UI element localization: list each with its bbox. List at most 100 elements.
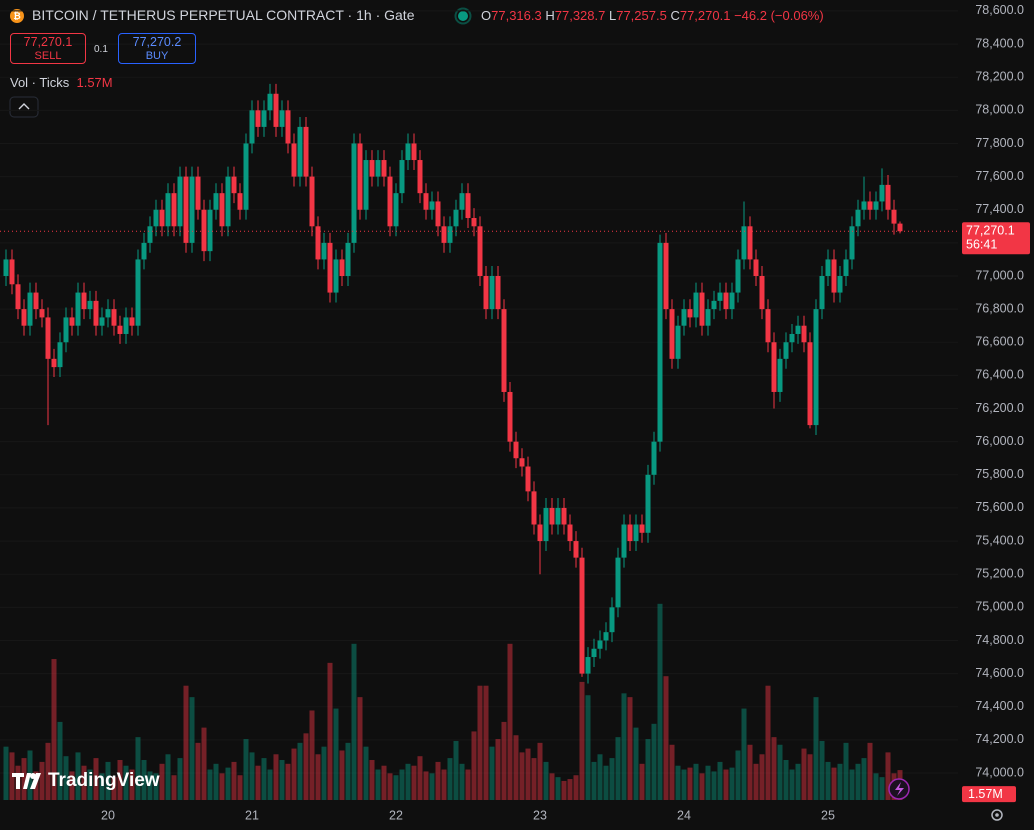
candle-body (237, 193, 243, 210)
volume-bar (213, 763, 219, 800)
volume-bar (807, 754, 813, 800)
coin-glyph: ₿ (13, 11, 20, 21)
candle-body (513, 441, 519, 459)
candle-body (687, 309, 693, 318)
volume-bar (459, 763, 465, 800)
candle-body (495, 275, 501, 310)
y-tick-label: 76,800.0 (975, 301, 1024, 315)
candle-body (717, 292, 723, 301)
candle-body (243, 143, 249, 210)
volume-bar (339, 750, 345, 800)
volume-bar (645, 739, 651, 800)
change: −46.2 (−0.06%) (734, 8, 824, 23)
ohlc-legend: O77,316.3 H77,328.7 L77,257.5 C77,270.1 … (481, 8, 824, 23)
collapse-button[interactable] (9, 96, 39, 118)
volume-bar (753, 763, 759, 800)
y-tick-label: 78,400.0 (975, 36, 1024, 50)
volume-bar (573, 775, 579, 800)
candle-body (471, 218, 477, 227)
candle-body (399, 160, 405, 194)
collapse-chevron (18, 103, 30, 110)
candle-body (219, 193, 225, 227)
y-tick-label: 77,800.0 (975, 136, 1024, 150)
candle-body (333, 259, 339, 293)
candle-body (165, 193, 171, 227)
candle-body (117, 325, 123, 334)
volume-bar (669, 744, 675, 800)
volume-bar (777, 744, 783, 800)
candle-body (231, 176, 237, 194)
candle-body (411, 143, 417, 161)
volume-bar (177, 758, 183, 800)
volume-bar (345, 742, 351, 800)
volume-bar (663, 676, 669, 800)
candle-body (33, 292, 39, 310)
volume-bar (483, 685, 489, 800)
volume-bar (279, 760, 285, 800)
candle-body (369, 160, 375, 177)
candle-body (123, 317, 129, 334)
volume-bar (543, 761, 549, 800)
candle-body (525, 466, 531, 492)
sell-button[interactable]: 77,270.1 SELL (10, 33, 86, 64)
buy-button[interactable]: 77,270.2 BUY (118, 33, 196, 64)
volume-bar (507, 643, 513, 800)
volume-bar (735, 750, 741, 800)
candle-body (309, 176, 315, 227)
candle-body (303, 126, 309, 177)
ohlc-key: L (608, 8, 617, 23)
ohlc-key: H (545, 8, 555, 23)
countdown: 56:41 (966, 238, 997, 252)
candle-body (93, 300, 99, 326)
volume-bar (627, 697, 633, 800)
volume-bar (843, 742, 849, 800)
candle-body (189, 176, 195, 243)
candle-body (207, 209, 213, 252)
y-tick-label: 78,600.0 (975, 3, 1024, 17)
candle-body (609, 607, 615, 633)
candle-body (783, 342, 789, 359)
candle-body (261, 110, 267, 127)
buy-label: BUY (145, 50, 169, 62)
candle-body (663, 242, 669, 310)
candle-body (423, 193, 429, 210)
candle-body (105, 309, 111, 318)
volume-bar (537, 742, 543, 800)
volume-bar (555, 777, 561, 800)
volume-bar (375, 769, 381, 800)
y-tick-label: 74,800.0 (975, 633, 1024, 647)
volume-bar (747, 744, 753, 800)
volume-bar (153, 773, 159, 800)
candle-body (345, 242, 351, 276)
candle-body (147, 226, 153, 243)
volume-bar (165, 754, 171, 800)
candle-body (171, 193, 177, 227)
candle-body (291, 143, 297, 177)
volume-bar (477, 685, 483, 800)
candle-body (801, 325, 807, 343)
candle-body (201, 209, 207, 252)
buy-price: 77,270.2 (132, 35, 182, 49)
candle-body (543, 507, 549, 542)
settings-icon[interactable] (991, 809, 1003, 821)
volume-bar (819, 740, 825, 800)
volume-bar (639, 763, 645, 800)
y-tick-label: 75,600.0 (975, 500, 1024, 514)
y-tick-label: 75,200.0 (975, 566, 1024, 580)
candle-body (819, 275, 825, 310)
candle-body (285, 110, 291, 144)
candle-body (873, 201, 879, 210)
candle-body (861, 201, 867, 210)
candle-body (57, 342, 63, 368)
volume-bar (783, 760, 789, 800)
volume-bar (93, 758, 99, 800)
volume-bar (699, 773, 705, 800)
volume-bar (795, 763, 801, 800)
candle-body (249, 110, 255, 144)
ohlc-value: 77,316.3 (491, 8, 542, 23)
y-tick-label: 78,000.0 (975, 103, 1024, 117)
volume-bar (363, 746, 369, 800)
candle-body (813, 309, 819, 426)
candle-body (735, 259, 741, 293)
volume-bar (771, 737, 777, 800)
